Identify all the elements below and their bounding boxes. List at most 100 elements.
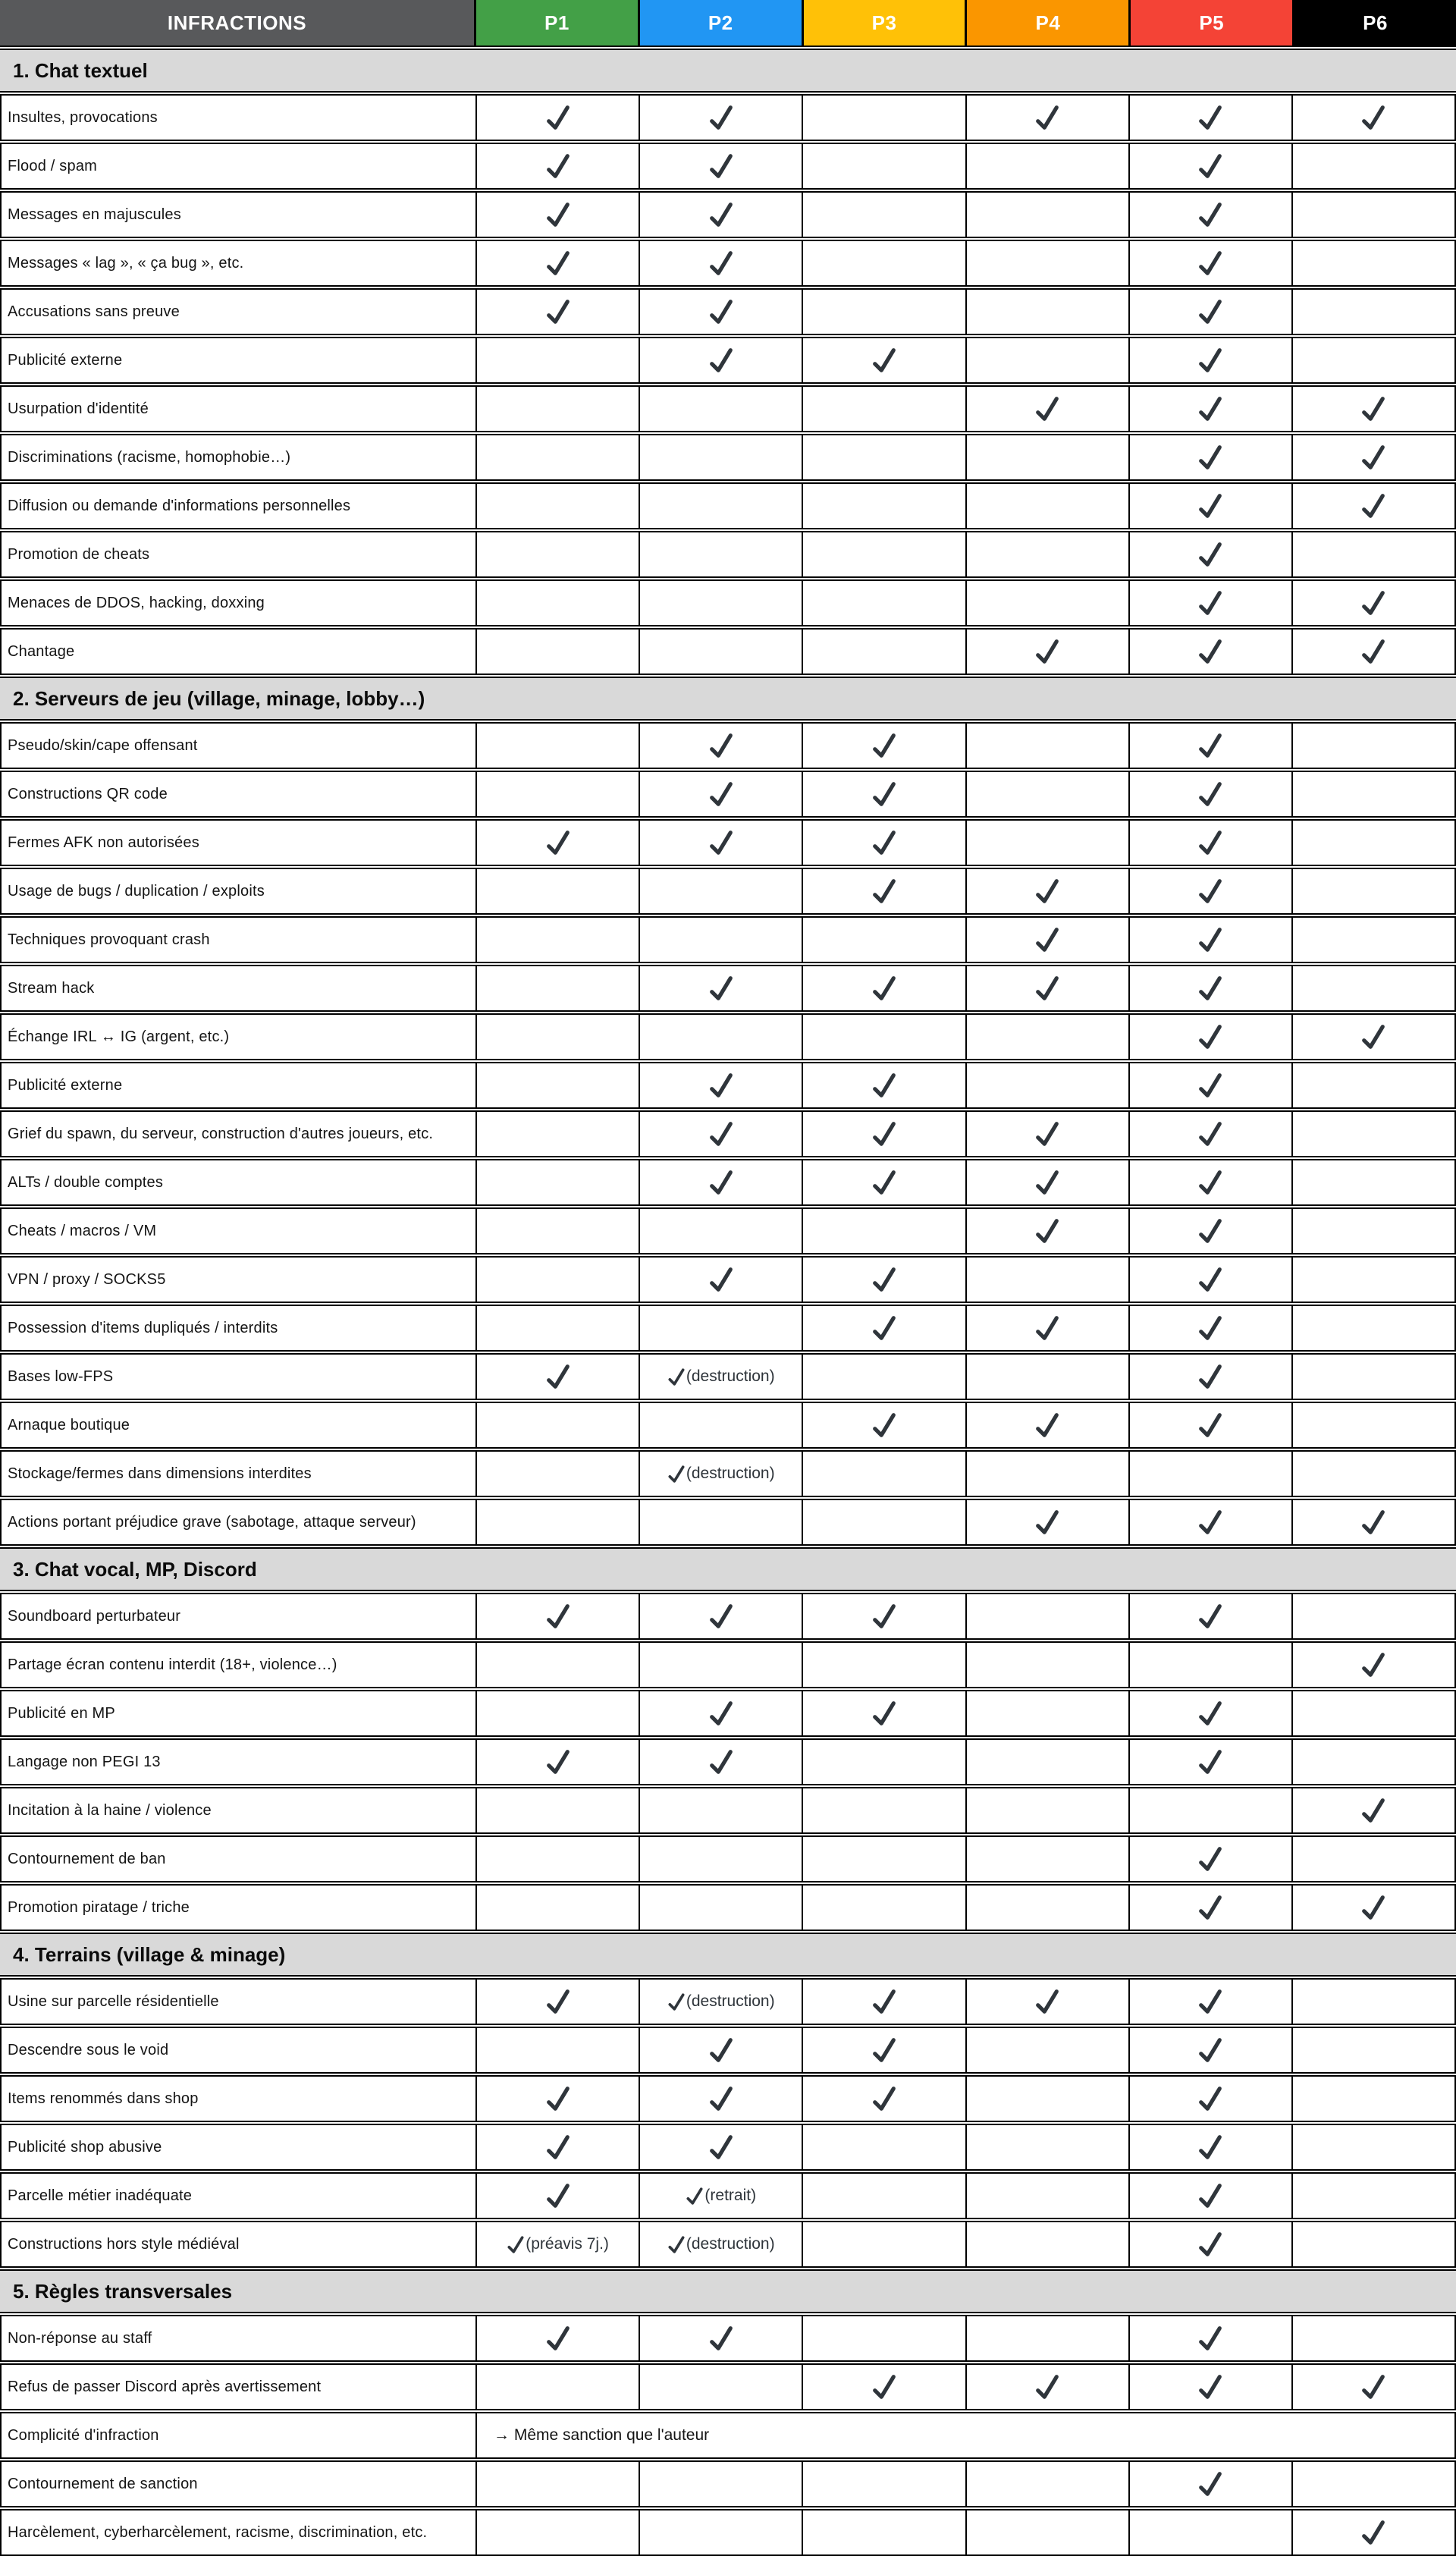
sanction-cell [475,193,639,237]
infraction-label: Stockage/fermes dans dimensions interdit… [8,1465,312,1482]
check-icon [1036,976,1059,1000]
check-icon [1362,639,1385,664]
sanction-cell [965,1306,1128,1350]
sanction-cell [965,1209,1128,1253]
sanction-cell [475,1500,639,1544]
sanction-cell [1128,1063,1291,1107]
sanction-cell [1291,241,1454,285]
table-row: Accusations sans preuve [0,288,1456,335]
sanction-cell [639,1403,802,1447]
sanction-cell [1128,1258,1291,1302]
infraction-label: Chantage [8,642,75,660]
sanction-cell [639,821,802,865]
sanction-cell [965,193,1128,237]
check-icon [546,2184,570,2208]
check-icon [709,348,733,372]
sanction-cell [1291,2077,1454,2121]
check-icon [1199,1895,1222,1920]
sanction-cell [639,1740,802,1784]
sanction-cell [1291,1643,1454,1687]
check-icon [1199,2038,1222,2062]
check-icon [1199,300,1222,324]
section-header: 5. Règles transversales [0,2269,1456,2313]
check-icon [873,782,896,806]
check-icon [546,251,570,275]
sanction-cell [475,821,639,865]
sanction-cell [1128,1452,1291,1496]
check-icon [709,1122,733,1146]
check-icon [709,1750,733,1774]
check-icon [507,2235,524,2253]
check-icon [1362,1510,1385,1534]
sanction-cell [1128,1112,1291,1156]
check-icon [1199,928,1222,952]
sanction-cell [965,918,1128,962]
check-icon [1036,1989,1059,2014]
sanction-cell [1128,1403,1291,1447]
sanction-cell [475,724,639,768]
sanction-cell [1291,484,1454,528]
sanction-cell [475,2174,639,2218]
column-header-p5: P5 [1128,0,1293,46]
sanction-cell [639,96,802,140]
sanction-cell [475,1788,639,1832]
check-icon [873,879,896,903]
infraction-label: Menaces de DDOS, hacking, doxxing [8,594,265,611]
check-icon [1199,203,1222,227]
sanction-cell [965,966,1128,1010]
check-icon [709,1701,733,1725]
sanction-cell [639,241,802,285]
sanction-cell [802,2510,965,2554]
sanction-cell [639,966,802,1010]
sanction-cell [1128,1740,1291,1784]
sanction-cell [1291,2365,1454,2409]
sanction-cell [475,2462,639,2506]
check-icon [709,2087,733,2111]
sanction-cell [1128,772,1291,816]
sanction-cell [802,193,965,237]
sanction-cell [1291,581,1454,625]
sanction-cell [802,290,965,334]
sanction-cell [1128,1643,1291,1687]
sanction-cell [965,2174,1128,2218]
table-row: Usurpation d'identité [0,385,1456,432]
sanction-cell [639,387,802,431]
check-icon [1362,494,1385,518]
sanction-cell [802,581,965,625]
check-icon [873,2038,896,2062]
sanction-cell [965,1258,1128,1302]
infraction-label: Refus de passer Discord après avertissem… [8,2378,322,2395]
sanction-cell [802,387,965,431]
check-icon [1036,105,1059,130]
sanction-cell [475,2077,639,2121]
check-icon [709,831,733,855]
sanction-cell [639,1160,802,1204]
infraction-label: Diffusion ou demande d'informations pers… [8,497,351,514]
sanction-cell [965,338,1128,382]
sanction-cell [802,338,965,382]
sanction-cell [802,2077,965,2121]
sanction-cell [475,918,639,962]
check-icon [709,105,733,130]
sanction-cell [802,918,965,962]
check-icon [709,300,733,324]
check-icon [709,976,733,1000]
sanction-cell [965,435,1128,479]
table-row: Diffusion ou demande d'informations pers… [0,482,1456,529]
sanction-cell [475,1355,639,1399]
sanction-cell [475,1306,639,1350]
infraction-label: Constructions hors style médiéval [8,2235,240,2253]
sanction-cell [965,772,1128,816]
sanction-cell [802,96,965,140]
sanction-cell [1291,1594,1454,1638]
check-icon [1362,105,1385,130]
check-icon [873,1989,896,2014]
check-icon [709,733,733,758]
sanction-cell [1128,1691,1291,1735]
infraction-label: Usine sur parcelle résidentielle [8,1992,219,2010]
sanction-cell [1128,2510,1291,2554]
sanction-cell [639,1691,802,1735]
check-icon [709,2135,733,2159]
table-row: Flood / spam [0,143,1456,190]
sanction-cell [475,144,639,188]
